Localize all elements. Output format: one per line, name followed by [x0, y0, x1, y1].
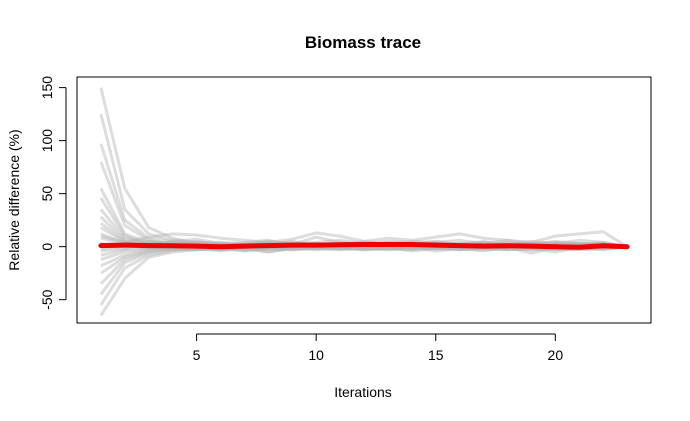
trace-line-19 [99, 245, 628, 285]
trace-line-3 [99, 143, 628, 249]
trace-line-2 [99, 113, 628, 249]
y-tick-label--50: -50 [39, 289, 55, 309]
y-tick-label-150: 150 [39, 76, 55, 100]
trace-lines [99, 87, 628, 317]
trace-line-23 [100, 230, 628, 248]
y-tick-label-50: 50 [39, 186, 55, 202]
trace-line-1 [99, 87, 628, 249]
x-axis-label: Iterations [334, 384, 392, 400]
mean-line [98, 242, 630, 250]
x-tick-label-20: 20 [548, 347, 564, 363]
x-axis: 5 10 15 20 [193, 333, 564, 363]
trace-line-22 [99, 245, 628, 317]
y-tick-label-0: 0 [39, 243, 55, 251]
trace-line-20 [99, 245, 628, 296]
x-tick-label-10: 10 [308, 347, 324, 363]
x-tick-label-15: 15 [428, 347, 444, 363]
y-axis-label: Relative difference (%) [6, 129, 22, 270]
y-axis: -50 0 50 100 150 [39, 76, 67, 310]
trace-line-21 [99, 245, 628, 306]
plot-frame [76, 76, 652, 324]
mean-line-group [98, 242, 630, 250]
x-tick-label-5: 5 [193, 347, 201, 363]
y-tick-label-100: 100 [39, 129, 55, 153]
chart-title: Biomass trace [305, 33, 421, 52]
